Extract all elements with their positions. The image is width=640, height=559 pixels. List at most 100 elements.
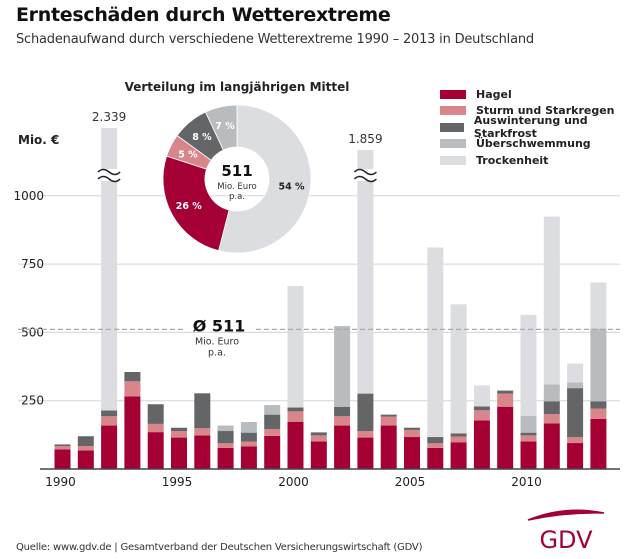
legend-item: Trockenheit [440, 152, 640, 169]
bar-segment-hagel [334, 425, 351, 469]
average-unit: Mio. Euro [195, 336, 239, 347]
pie-slice-label: 5 % [178, 150, 198, 161]
bar-segment-sturm-und-starkregen [380, 416, 397, 426]
bar-segment-hagel [77, 450, 94, 469]
pie-slice-label: 54 % [279, 181, 306, 192]
bar-segment-hagel [240, 446, 257, 469]
bar-segment-trockenheit [543, 216, 560, 385]
bar-segment-auswinterung-und-starkfrost [240, 432, 257, 442]
bar-segment-überschwemmung [543, 384, 560, 402]
bar-segment-überschwemmung [264, 405, 281, 415]
bar-segment-sturm-und-starkregen [240, 441, 257, 447]
bar-segment-auswinterung-und-starkfrost [287, 407, 304, 412]
bar-segment-auswinterung-und-starkfrost [473, 406, 490, 411]
bar-segment-hagel [287, 421, 304, 469]
bar-segment-hagel [124, 396, 141, 469]
bar-segment-hagel [427, 447, 444, 469]
bar-segment-hagel [404, 437, 420, 469]
bar-segment-trockenheit [357, 150, 374, 394]
x-tick-label: 2005 [395, 475, 426, 489]
axis-break-mark [97, 168, 121, 183]
bar-segment-auswinterung-und-starkfrost [520, 432, 537, 436]
bar-segment-hagel [147, 432, 164, 469]
bar-segment-hagel [380, 425, 397, 469]
bar-segment-trockenheit [101, 128, 118, 411]
bar-segment-hagel [310, 441, 327, 469]
legend-item: Auswinterung und Starkfrost [440, 114, 640, 140]
bar-segment-hagel [567, 443, 584, 469]
bar-segment-auswinterung-und-starkfrost [264, 414, 281, 430]
legend-swatch [440, 89, 466, 99]
average-unit-pa: p.a. [208, 347, 226, 358]
bar-segment-trockenheit [567, 363, 584, 383]
bar-segment-sturm-und-starkregen [473, 410, 490, 421]
pie-slice-hagel [162, 155, 230, 252]
chart-title: Ernteschäden durch Wetterextreme [16, 4, 391, 26]
legend-label: Hagel [476, 87, 512, 101]
y-tick-label: 1000 [13, 189, 44, 203]
bar-segment-hagel [520, 441, 537, 469]
bar-segment-hagel [194, 435, 211, 469]
pie-slice-label: 26 % [176, 201, 203, 212]
bar-segment-sturm-und-starkregen [450, 436, 467, 443]
bar-segment-sturm-und-starkregen [590, 408, 607, 419]
bar-segment-sturm-und-starkregen [194, 428, 211, 436]
bar-segment-sturm-und-starkregen [264, 429, 281, 436]
bar-segment-auswinterung-und-starkfrost [217, 431, 234, 444]
legend-label: Auswinterung und Starkfrost [473, 114, 588, 141]
bar-segment-auswinterung-und-starkfrost [497, 390, 514, 394]
bar-segment-hagel [450, 442, 467, 469]
bar-segment-sturm-und-starkregen [101, 416, 118, 426]
legend-item: Sturm und Starkregen [440, 103, 640, 120]
bar-segment-sturm-und-starkregen [520, 435, 537, 442]
bar-segment-hagel [543, 423, 560, 469]
legend: Hagel Sturm und Starkregen Auswinterung un… [440, 86, 640, 169]
bar-segment-trockenheit [450, 304, 467, 434]
legend-label: Trockenheit [476, 153, 549, 167]
bar-segment-auswinterung-und-starkfrost [77, 436, 94, 447]
bar-segment-auswinterung-und-starkfrost [171, 427, 187, 432]
legend-swatch [440, 139, 466, 149]
y-tick-label: 500 [21, 325, 44, 339]
bar-segment-hagel [590, 419, 607, 469]
bar-segment-auswinterung-und-starkfrost [124, 372, 141, 382]
bar-segment-überschwemmung [520, 415, 537, 433]
bar-segment-sturm-und-starkregen [427, 443, 444, 448]
bar-segment-sturm-und-starkregen [124, 381, 141, 397]
bar-segment-trockenheit [520, 314, 537, 416]
bar-segment-auswinterung-und-starkfrost [101, 410, 118, 417]
x-tick-label: 1995 [162, 475, 193, 489]
bar-segment-trockenheit [473, 385, 490, 407]
legend-item: Überschwemmung [440, 136, 640, 153]
bar-segment-sturm-und-starkregen [54, 446, 71, 450]
bar-segment-überschwemmung [567, 382, 584, 389]
y-tick-label: 750 [21, 257, 44, 271]
bar-segment-überschwemmung [590, 328, 607, 402]
bar-segment-auswinterung-und-starkfrost [567, 388, 584, 438]
x-tick-label: 2010 [511, 475, 542, 489]
bar-segment-hagel [497, 406, 514, 469]
bar-segment-hagel [357, 437, 374, 469]
bar-segment-sturm-und-starkregen [310, 435, 327, 442]
pie-slice-trockenheit [218, 104, 312, 254]
bar-segment-auswinterung-und-starkfrost [404, 427, 420, 430]
bar-segment-sturm-und-starkregen [287, 411, 304, 422]
y-axis-label: Mio. € [18, 133, 59, 147]
gdv-logo-icon: GDV [539, 526, 593, 554]
legend-swatch [440, 155, 466, 165]
pie-slice-überschwemmung [204, 104, 238, 151]
bar-segment-auswinterung-und-starkfrost [194, 393, 211, 429]
bar-value-label: 1.859 [348, 132, 382, 146]
pie-center-unit-pa: p.a. [229, 192, 245, 202]
legend-swatch [440, 122, 464, 132]
bar-segment-sturm-und-starkregen [567, 437, 584, 444]
bar-segment-auswinterung-und-starkfrost [147, 404, 164, 424]
bar-segment-trockenheit [287, 285, 304, 408]
bar-segment-überschwemmung [240, 422, 257, 433]
bar-segment-auswinterung-und-starkfrost [334, 406, 351, 417]
bar-segment-trockenheit [590, 282, 607, 329]
y-tick-label: 250 [21, 394, 44, 408]
bar-segment-hagel [171, 437, 187, 469]
